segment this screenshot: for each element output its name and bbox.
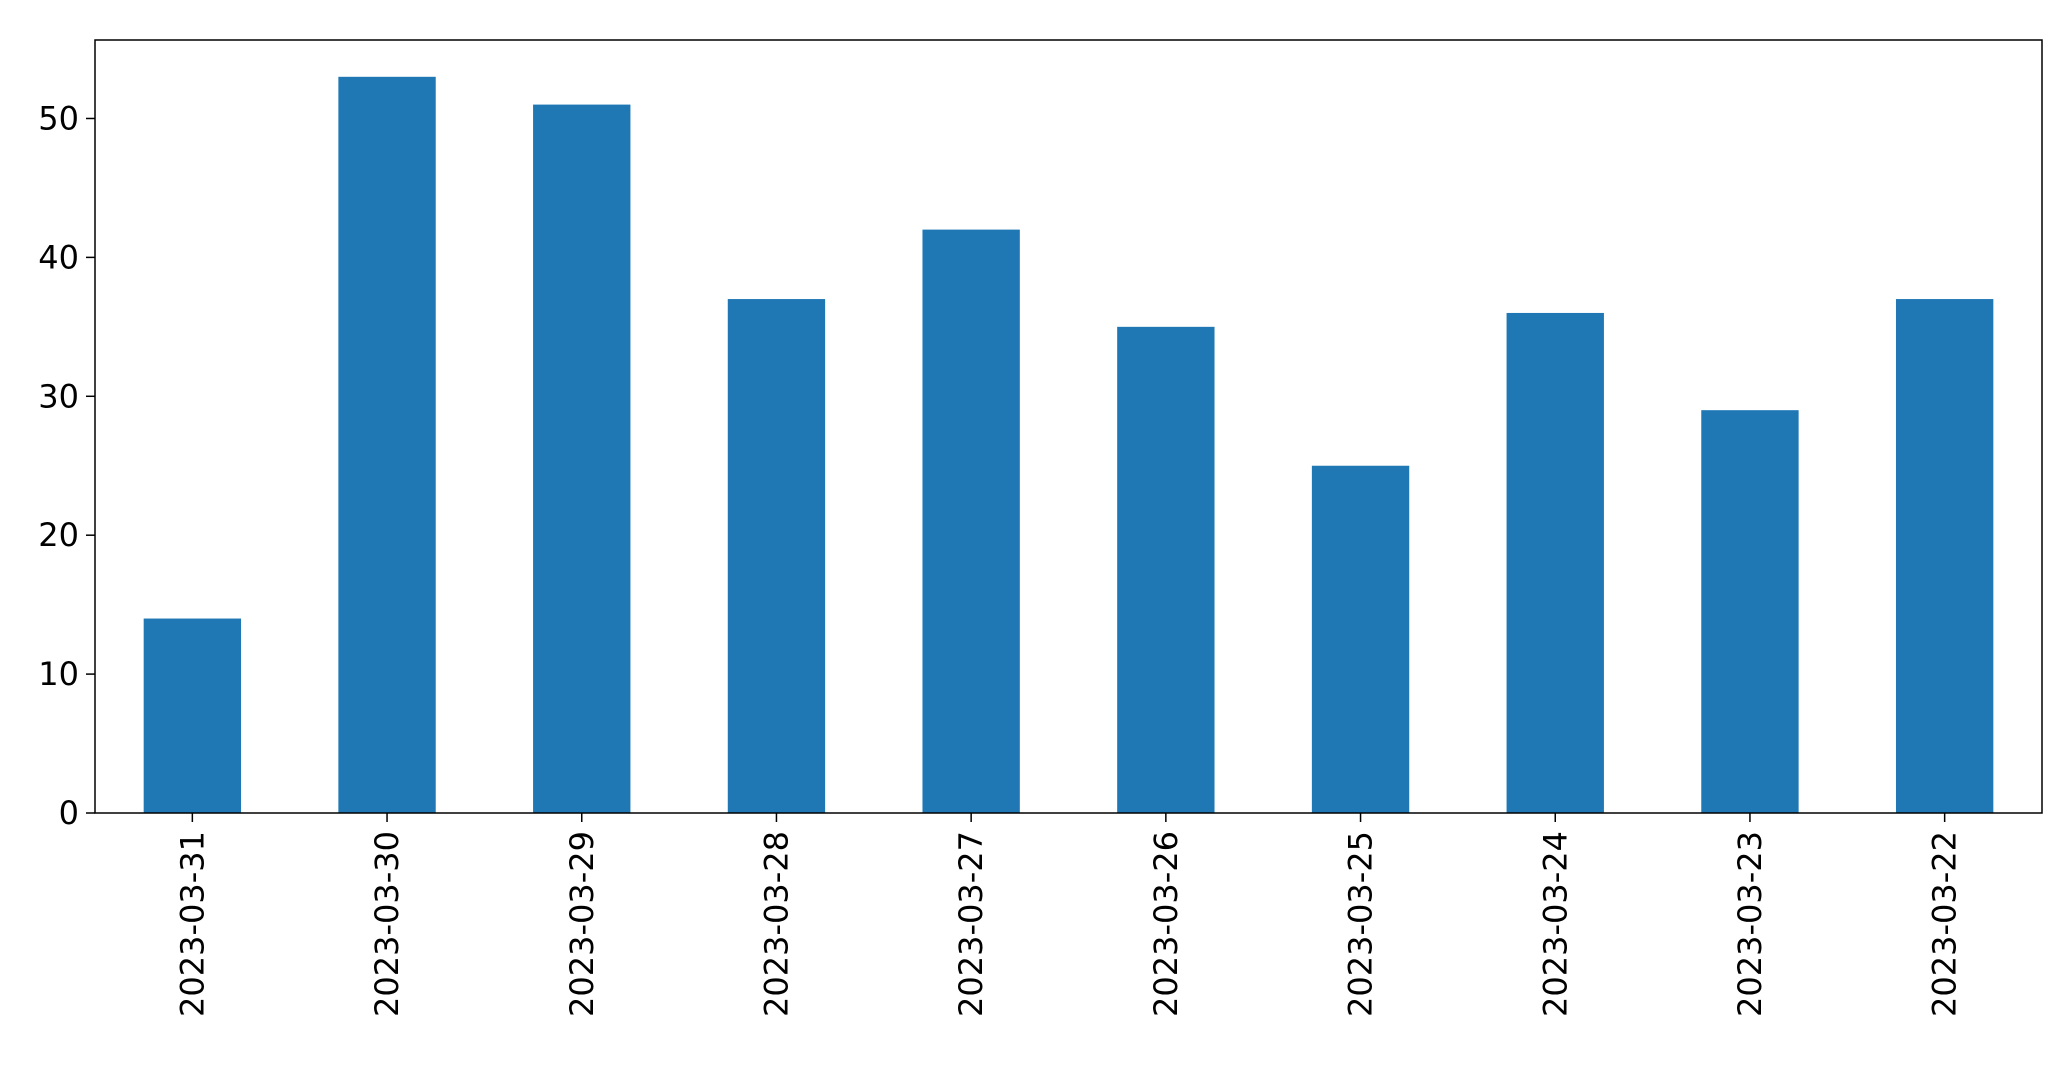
x-tick-label: 2023-03-28 xyxy=(757,831,795,1017)
y-tick-label: 20 xyxy=(38,516,79,554)
y-tick-label: 0 xyxy=(59,794,79,832)
bar-2023-03-26 xyxy=(1117,326,1215,813)
y-tick-label: 40 xyxy=(38,238,79,276)
x-tick-label: 2023-03-29 xyxy=(563,831,601,1017)
y-tick-label: 30 xyxy=(38,377,79,415)
plot-frame xyxy=(94,39,2043,814)
x-tick-label: 2023-03-30 xyxy=(368,831,406,1017)
x-tick-label: 2023-03-31 xyxy=(173,831,211,1017)
bar-2023-03-31 xyxy=(143,618,242,813)
x-tick-label: 2023-03-22 xyxy=(1926,831,1964,1017)
x-tick-label: 2023-03-26 xyxy=(1147,831,1185,1017)
bars-layer xyxy=(143,76,1994,814)
x-tick-label: 2023-03-27 xyxy=(952,831,990,1017)
bar-2023-03-28 xyxy=(727,299,826,814)
bar-2023-03-25 xyxy=(1311,465,1410,813)
bar-2023-03-23 xyxy=(1701,410,1799,813)
y-axis: 0 10 20 30 40 50 xyxy=(38,99,95,832)
x-tick-label: 2023-03-24 xyxy=(1536,831,1574,1017)
bar-2023-03-27 xyxy=(922,229,1020,814)
y-tick-label: 10 xyxy=(38,655,79,693)
bar-2023-03-24 xyxy=(1506,312,1604,813)
x-axis: 2023-03-31 2023-03-30 2023-03-29 2023-03-28… xyxy=(173,813,1964,1017)
bar-2023-03-30 xyxy=(338,76,436,814)
x-tick-label: 2023-03-25 xyxy=(1342,831,1380,1017)
bar-2023-03-29 xyxy=(533,104,631,814)
y-tick-label: 50 xyxy=(38,99,79,137)
bar-2023-03-22 xyxy=(1895,299,1994,814)
x-tick-label: 2023-03-23 xyxy=(1731,831,1769,1017)
